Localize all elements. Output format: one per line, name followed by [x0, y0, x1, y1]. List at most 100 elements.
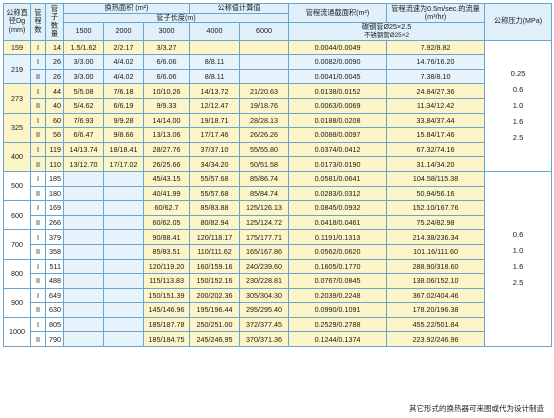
cell-l4000: 14/13.72: [189, 83, 241, 99]
cell-area: 0.0041/0.0045: [288, 68, 388, 85]
cell-l3000: 60/62.7: [142, 200, 191, 216]
table-row: 400 I 119 14/13.74 18/18.41 28/27.76 37/37.10 5…: [3, 141, 552, 172]
cell-l4000: 150/152.16: [189, 273, 241, 289]
cell-p: II: [30, 127, 46, 143]
table-row: 273 I 44 5/5.08 7/6.18 10/10.26 14/13.72 21/20.…: [3, 83, 552, 114]
cell-area: 0.1605/0.1770: [288, 258, 388, 275]
cell-l4000: 160/159.16: [189, 258, 241, 275]
table-row: II 790 185/184.75 245/246.95 370/371.36 0.124…: [4, 331, 552, 348]
pressure-group-1: 0.25 0.6 1.0 1.6 2.5: [484, 39, 553, 172]
cell-n: 44: [45, 83, 64, 99]
heat-exchanger-spec-table: 公称直径Dg (mm) 管程数 管子数量 换热面积 (m²) 公称值计算值 管程…: [3, 2, 553, 348]
cell-area: 0.0990/0.1091: [288, 302, 388, 318]
header-length-2000: 2000: [103, 22, 144, 41]
cell-l4000: 195/196.44: [189, 302, 241, 318]
cell-l6000: 55/55.80: [239, 141, 290, 158]
cell-n: 119: [45, 141, 64, 158]
cell-l3000: 9/9.33: [142, 97, 191, 114]
cell-dg: 400: [3, 141, 31, 172]
cell-p: II: [30, 185, 46, 202]
cell-p: I: [30, 200, 46, 216]
pressure-group-2: 0.6 1.0 1.6 2.5: [484, 170, 553, 348]
cell-p: I: [30, 229, 46, 245]
cell-n: 169: [45, 200, 64, 216]
cell-area: 0.0767/0.0845: [288, 273, 388, 289]
cell-l2000: [103, 331, 144, 348]
cell-n: 649: [45, 287, 64, 304]
header-tube-material: 碳钢管Ø25×2.5 不锈钢管Ø25×2: [288, 22, 486, 41]
cell-area: 0.2529/0.2788: [288, 316, 388, 333]
header-tube-length: 管子长度(m): [62, 12, 290, 24]
table-row: II 358 85/83.51 110/111.62 165/167.86 0.0562/…: [4, 243, 552, 260]
cell-flow: 288.90/318.60: [386, 258, 486, 275]
table-row: 900 I 649 150/151.39 200/202.36 305/304.30 0.2…: [3, 287, 552, 318]
cell-l4000: 245/246.95: [189, 331, 241, 348]
header-cs-tube: 碳钢管Ø25×2.5: [361, 22, 412, 32]
table-row: II 110 13/12.70 17/17.02 26/25.66 34/34.20 50/…: [4, 156, 552, 172]
cell-area: 0.0082/0.0090: [288, 54, 388, 70]
cell-l6000: 85/86.74: [239, 170, 290, 187]
cell-flow: 7.38/8.10: [386, 68, 486, 85]
cell-l6000: 28/28.13: [239, 112, 290, 129]
cell-l1500: 3/3.00: [63, 68, 104, 85]
table-row: II 26 3/3.00 4/4.02 6/6.06 8/8.11 0.0041/0.004…: [4, 68, 552, 85]
cell-area: 0.0044/0.0049: [288, 39, 388, 56]
cell-p: II: [30, 97, 46, 114]
cell-l2000: 4/4.02: [103, 68, 144, 85]
cell-l1500: 5/4.62: [63, 97, 104, 114]
cell-l6000: 19/18.76: [239, 97, 290, 114]
cell-flow: 178.20/196.38: [386, 302, 486, 318]
cell-n: 26: [45, 54, 64, 70]
cell-l4000: 19/18.71: [189, 112, 241, 129]
cell-l4000: 200/202.36: [189, 287, 241, 304]
cell-l2000: 6/6.19: [103, 97, 144, 114]
header-length-6000: 6000: [239, 22, 290, 41]
cell-flow: 11.34/12.42: [386, 97, 486, 114]
cell-flow: 455.22/501.84: [386, 316, 486, 333]
cell-area: 0.0581/0.0641: [288, 170, 388, 187]
cell-l6000: 295/295.40: [239, 302, 290, 318]
cell-l3000: 115/113.83: [142, 273, 191, 289]
table-row: 1000 I 805 185/187.78 250/251.00 372/377.45 0.…: [3, 316, 552, 348]
cell-flow: 50.94/56.16: [386, 185, 486, 202]
cell-n: 110: [45, 156, 64, 172]
cell-l3000: 85/83.51: [142, 243, 191, 260]
cell-area: 0.0063/0.0069: [288, 97, 388, 114]
cell-dg: 600: [3, 200, 31, 231]
cell-l1500: [63, 229, 104, 245]
header-row-3: 1500 2000 3000 4000 6000 碳钢管Ø25×2.5 不锈钢管…: [4, 22, 552, 41]
cell-l3000: 150/151.39: [142, 287, 191, 304]
cell-l4000: 34/34.20: [189, 156, 241, 172]
cell-l1500: 3/3.00: [63, 54, 104, 70]
cell-n: 266: [45, 214, 64, 231]
cell-l3000: 40/41.99: [142, 185, 191, 202]
cell-l2000: 9/8.66: [103, 127, 144, 143]
cell-l4000: 8/8.11: [189, 54, 241, 70]
cell-l6000: 21/20.63: [239, 83, 290, 99]
cell-dg: 325: [3, 112, 31, 143]
cell-l1500: [63, 200, 104, 216]
cell-l2000: [103, 287, 144, 304]
cell-n: 26: [45, 68, 64, 85]
cell-area: 0.1191/0.1313: [288, 229, 388, 245]
header-length-3000: 3000: [142, 22, 191, 41]
cell-l3000: 10/10.26: [142, 83, 191, 99]
table-row: II 630 145/146.96 195/196.44 295/295.40 0.099…: [4, 302, 552, 318]
cell-flow: 138.06/152.10: [386, 273, 486, 289]
cell-l4000: 17/17.46: [189, 127, 241, 143]
cell-l2000: [103, 200, 144, 216]
header-tubes: 管子数量: [45, 3, 64, 41]
cell-flow: 67.32/74.16: [386, 141, 486, 158]
table-row: 700 I 379 90/88.41 120/118.17 175/177.71 0.119…: [3, 229, 552, 260]
cell-l2000: [103, 273, 144, 289]
header-passes: 管程数: [30, 3, 46, 41]
cell-l6000: 165/167.86: [239, 243, 290, 260]
cell-l1500: [63, 331, 104, 348]
cell-l6000: [239, 68, 290, 85]
cell-l1500: [63, 214, 104, 231]
cell-l4000: 37/37.10: [189, 141, 241, 158]
cell-l3000: 45/43.15: [142, 170, 191, 187]
cell-l3000: 28/27.76: [142, 141, 191, 158]
table-row: 500 I 185 45/43.15 55/57.68 85/86.74 0.0581/0.…: [3, 170, 553, 348]
